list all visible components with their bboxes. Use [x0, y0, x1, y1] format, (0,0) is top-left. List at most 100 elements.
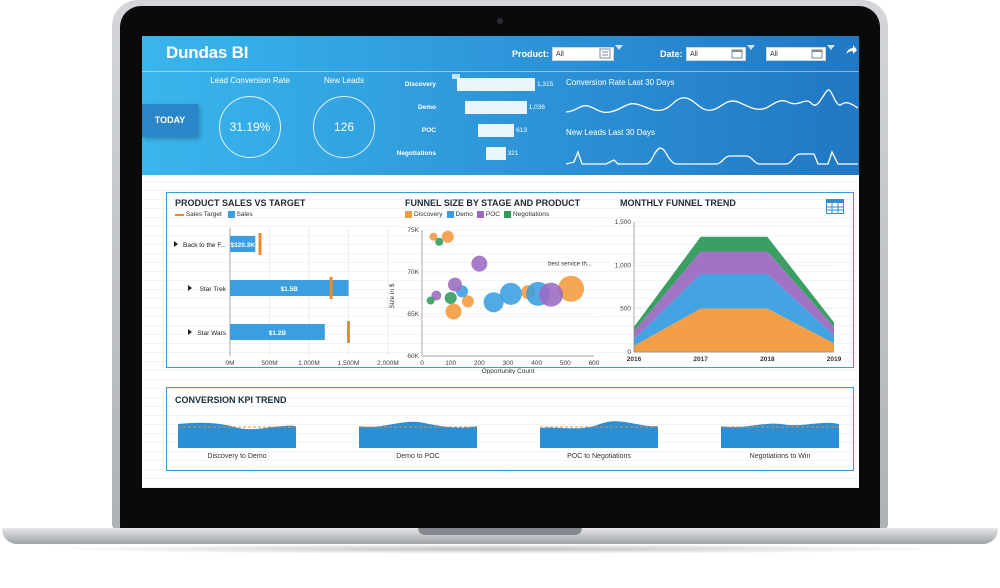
scatter-x-tick-label: 300: [503, 360, 514, 367]
scatter-point: [426, 296, 435, 305]
scatter-point: [471, 255, 488, 272]
new-leads-sparkline-title: New Leads Last 30 Days: [566, 128, 655, 137]
dashboard-screen: Dundas BI Product: All Date: All All TOD…: [142, 36, 859, 488]
today-button[interactable]: TODAY: [142, 104, 198, 137]
expand-arrow-icon: [174, 241, 178, 247]
area-series: [634, 308, 834, 352]
sales-bar-label: $1.2B: [269, 330, 287, 337]
funnel-scroll-handle[interactable]: [452, 74, 460, 79]
kpi-trend-selection-frame: [166, 387, 854, 471]
share-icon[interactable]: [845, 45, 857, 55]
scatter-y-tick-label: 65K: [407, 311, 419, 318]
expand-arrow-icon: [188, 329, 192, 335]
kpi-trend-sparkline: [359, 421, 477, 448]
legend-sales: Sales: [236, 211, 253, 219]
monthly-funnel-chart: 0 500 1,000 1,500 2016 2017 2018 2019: [615, 219, 842, 363]
funnel-value-label: 1,315: [537, 81, 554, 88]
scatter-x-tick-label: 200: [474, 360, 485, 367]
funnel-value-label: 1,036: [528, 104, 545, 111]
scatter-x-tick-label: 600: [589, 360, 600, 367]
camera-icon: [497, 18, 503, 24]
charts-selection-frame: [166, 192, 854, 368]
area-y-tick-label: 1,500: [615, 219, 632, 226]
area-series: [634, 236, 834, 332]
legend-sales-target: Sales Target: [185, 211, 222, 219]
scatter-legend-label: POC: [485, 211, 500, 219]
kpi-trend-label: Negotiations to Win: [749, 453, 811, 460]
scatter-point: [431, 290, 442, 301]
product-filter-dropdown-icon[interactable]: [615, 45, 623, 50]
kpi-trend-area: [540, 421, 658, 448]
area-y-tick-label: 0: [627, 349, 631, 356]
kpi-trend-area: [178, 422, 296, 448]
lead-conversion-rate-gauge: 31.19%: [219, 96, 281, 158]
kpi-trend-label: Discovery to Demo: [207, 453, 267, 460]
sales-target-marker: [347, 321, 350, 343]
scatter-point: [499, 282, 522, 305]
kpi-trend-area: [359, 421, 477, 448]
date-filter-end-dropdown-icon[interactable]: [827, 45, 835, 50]
bar-x-tick-label: 1,000M: [298, 360, 320, 367]
scatter-legend-swatch: [476, 211, 484, 218]
funnel-bar: [465, 101, 527, 114]
scatter-y-tick-label: 60K: [407, 353, 419, 360]
funnel-size-title: FUNNEL SIZE BY STAGE AND PRODUCT: [405, 198, 581, 208]
date-filter-start-input[interactable]: All: [686, 47, 746, 61]
product-sales-title: PRODUCT SALES VS TARGET: [175, 198, 306, 208]
new-leads-sparkline: [566, 147, 858, 165]
date-filter-label: Date:: [660, 49, 683, 59]
scatter-point: [461, 295, 474, 308]
date-filter-dropdown-icon[interactable]: [747, 45, 755, 50]
kpi-trend-label: Demo to POC: [396, 453, 440, 460]
scatter-x-tick-label: 400: [531, 360, 542, 367]
scatter-legend-swatch: [503, 211, 511, 218]
kpi-trend-sparkline: [721, 422, 839, 448]
conversion-rate-sparkline: [566, 89, 858, 114]
new-leads-label: New Leads: [323, 76, 365, 85]
date-filter-end-input[interactable]: All: [766, 47, 826, 61]
scatter-legend-swatch: [405, 211, 412, 218]
bar-category-label: Back to the F...: [183, 242, 226, 249]
sales-bar: [230, 236, 256, 252]
calendar-icon[interactable]: [811, 48, 823, 59]
area-x-tick-label: 2019: [827, 356, 842, 363]
product-filter-input[interactable]: All: [552, 47, 614, 61]
sales-bar-label: $1.5B: [281, 286, 299, 293]
table-view-icon[interactable]: [826, 199, 844, 214]
scatter-point: [539, 282, 563, 307]
bar-x-tick-label: 500M: [261, 360, 277, 367]
filter-icon[interactable]: [599, 48, 611, 59]
dashboard-header: Dundas BI Product: All Date: All All TOD…: [142, 36, 859, 175]
kpi-trend-area: [721, 422, 839, 448]
product-sales-chart: 0M 500M 1,000M 1,500M 2,000M Back to the F...…: [174, 228, 399, 367]
area-x-tick-label: 2017: [693, 356, 708, 363]
area-y-tick-label: 1,000: [615, 262, 632, 269]
scatter-annotation: best service th...: [548, 261, 592, 267]
funnel-value-label: 613: [516, 127, 528, 134]
bar-category-label: Star Trek: [200, 286, 227, 293]
scatter-legend-label: Discovery: [414, 211, 443, 219]
kpi-trend-sparkline: [178, 422, 296, 448]
area-x-tick-label: 2016: [627, 356, 642, 363]
funnel-stage-label: Demo: [417, 104, 436, 111]
kpi-trend-sparkline: [540, 421, 658, 448]
funnel-bar: [486, 147, 506, 160]
scatter-point: [445, 303, 462, 320]
scatter-point: [483, 292, 504, 313]
sales-bar: [230, 324, 325, 340]
scatter-x-tick-label: 500: [560, 360, 571, 367]
bar-category-label: Star Wars: [197, 330, 226, 337]
sales-target-swatch: [175, 213, 184, 216]
dundas-logo: Dundas BI: [166, 43, 249, 62]
monthly-funnel-title: MONTHLY FUNNEL TREND: [620, 198, 736, 208]
sales-bar-label: $320.3K: [230, 242, 255, 249]
scatter-point: [444, 292, 457, 305]
calendar-icon[interactable]: [731, 48, 743, 59]
laptop-base: [2, 528, 998, 544]
area-series: [634, 274, 834, 346]
scatter-y-tick-label: 70K: [407, 269, 419, 276]
scatter-y-axis-label: Size in $: [389, 283, 396, 308]
area-x-tick-label: 2018: [760, 356, 775, 363]
funnel-stage-label: POC: [421, 127, 436, 134]
funnel-stage-label: Discovery: [404, 81, 436, 88]
